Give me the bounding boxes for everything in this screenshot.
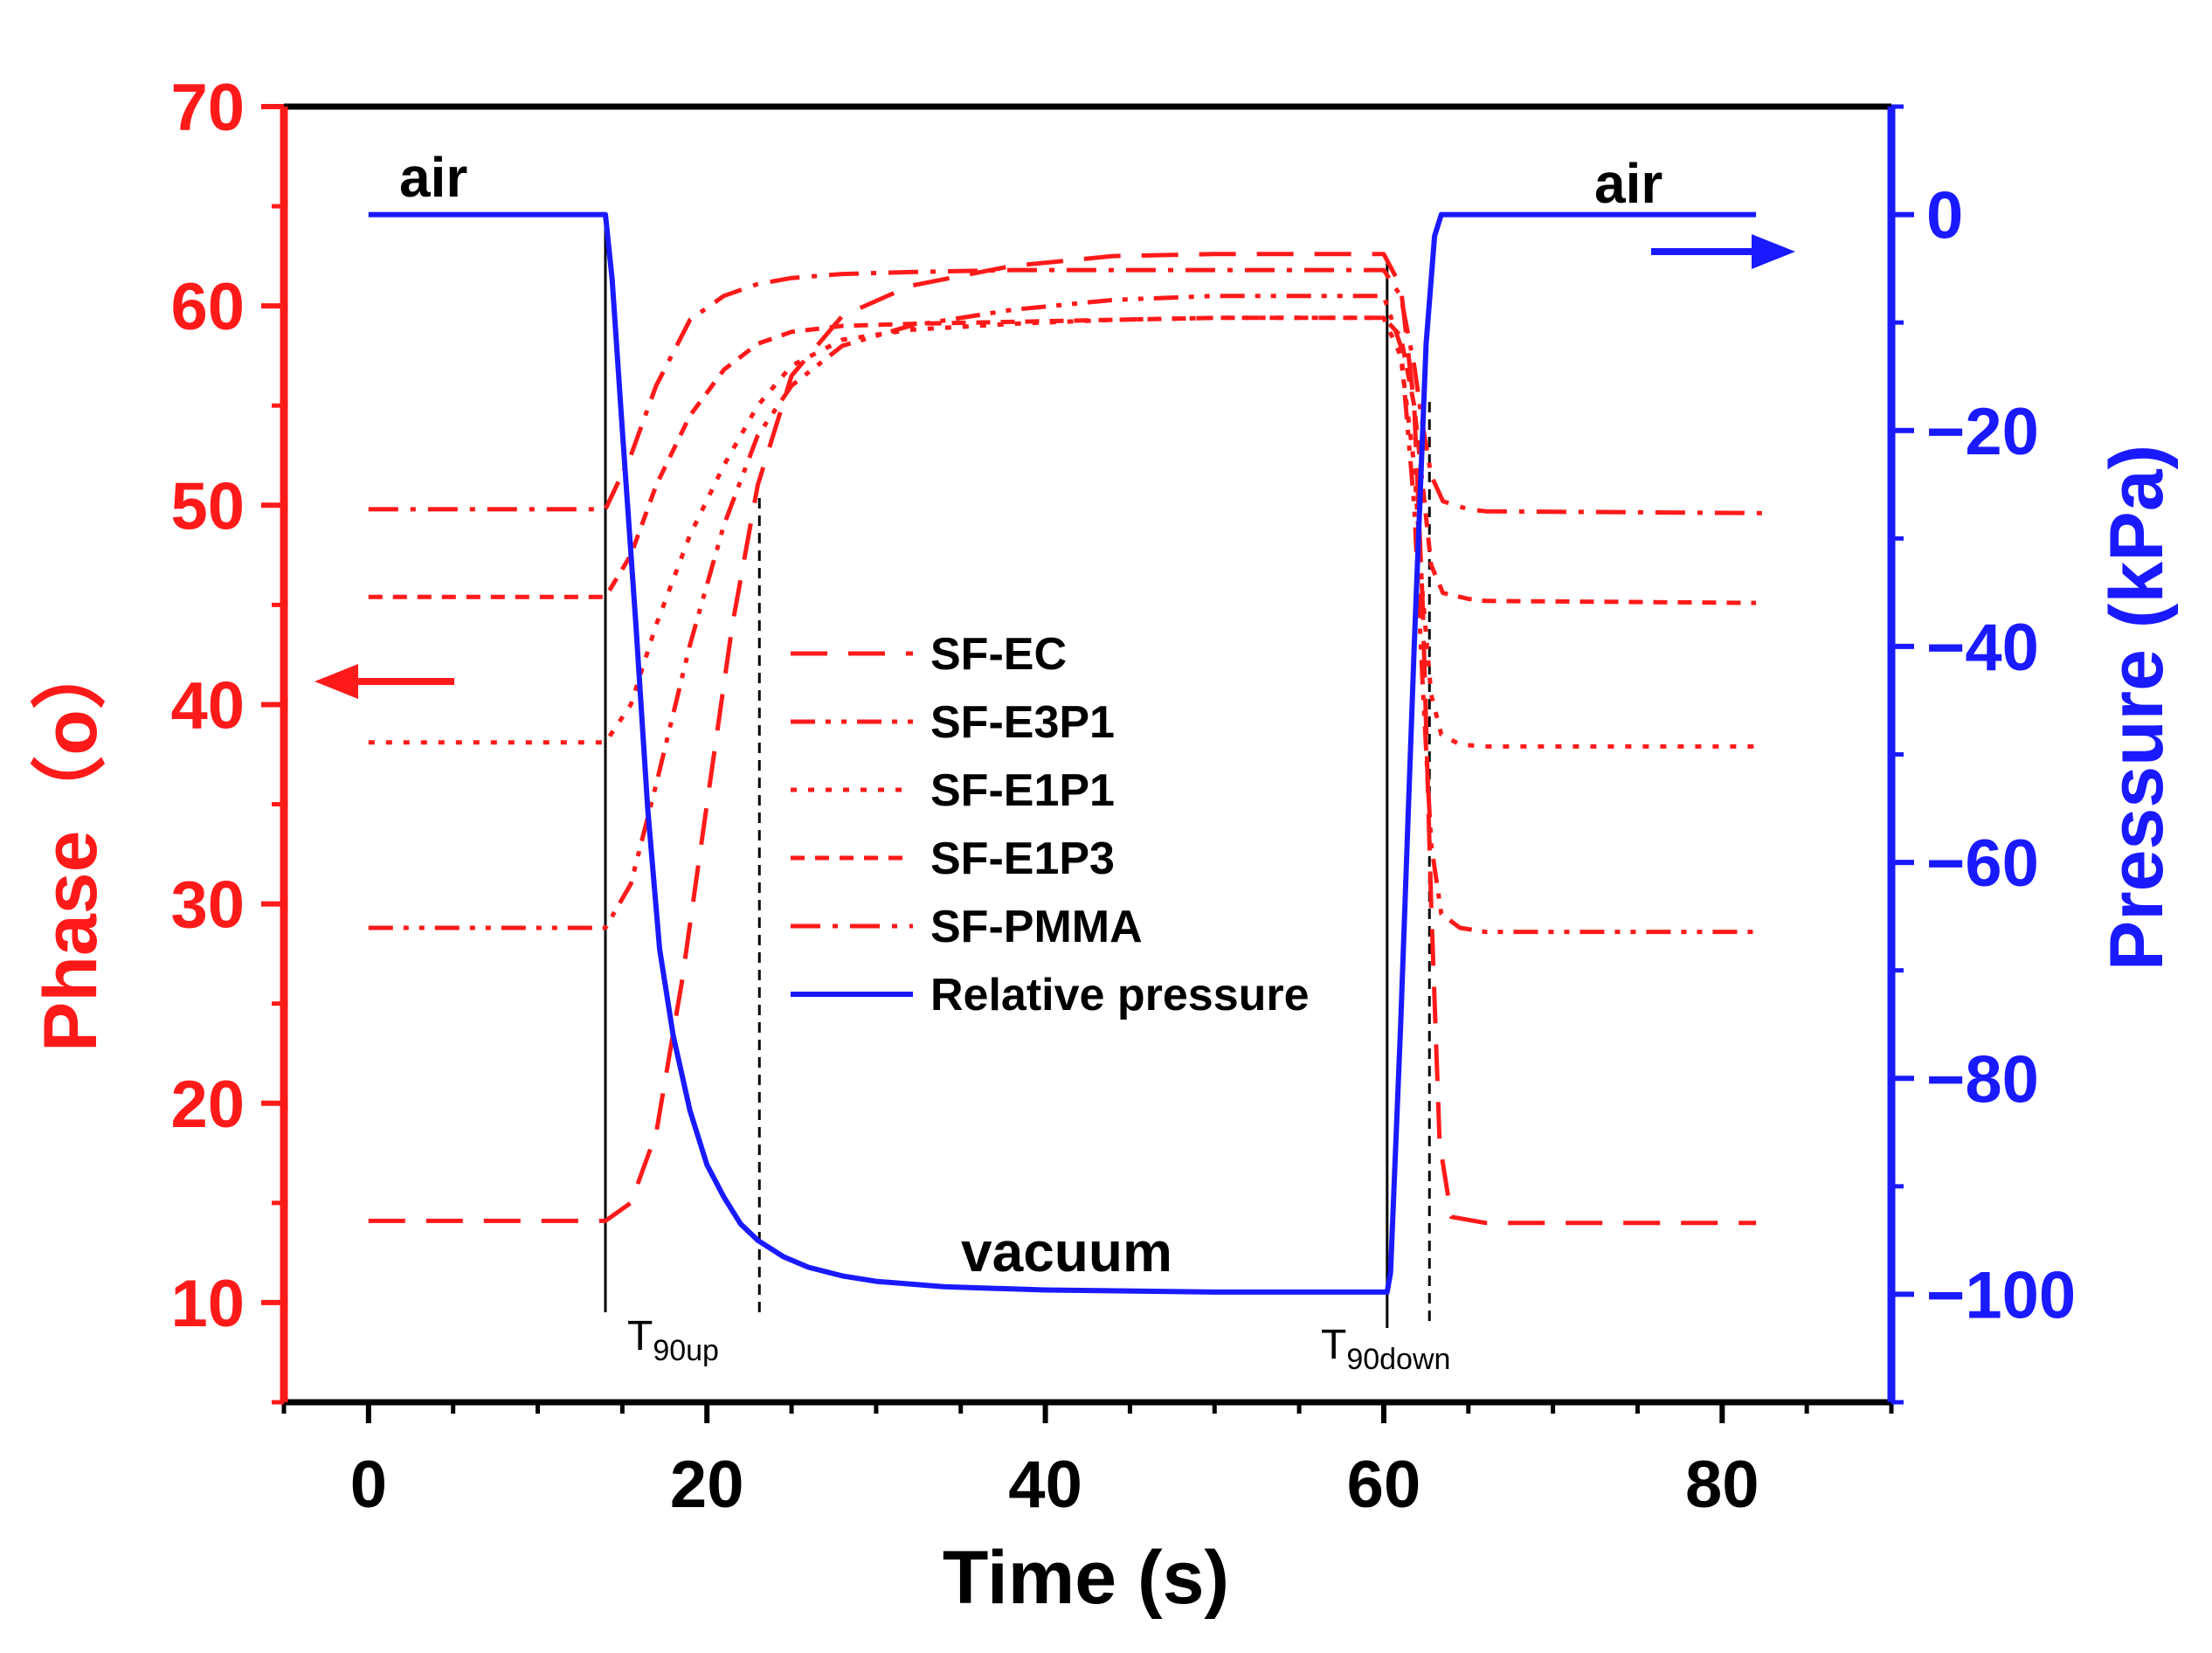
- x-tick-label: 20: [670, 1448, 744, 1522]
- pressure-series-relative-pressure: [368, 211, 1757, 1295]
- left-y-tick-label: 50: [170, 469, 245, 543]
- axis-indicator-arrows: [315, 234, 1795, 699]
- legend-label: SF-E3P1: [930, 697, 1115, 748]
- right-y-tick-label: −40: [1926, 611, 2039, 685]
- data-series: [368, 211, 1773, 1295]
- phase-series-sf-ec: [368, 252, 1757, 1226]
- t90down-label: T90down: [1321, 1322, 1450, 1376]
- t90up-main: T: [627, 1313, 653, 1359]
- right-y-tick-label: −80: [1926, 1042, 2039, 1117]
- x-axis-title: Time (s): [943, 1536, 1229, 1620]
- t90up-subscript: 90up: [653, 1334, 719, 1367]
- legend-label: SF-E1P1: [930, 765, 1115, 816]
- left-y-axis-title: Phase（o）: [29, 634, 113, 1052]
- t90up-label: T90up: [627, 1313, 719, 1367]
- right-y-tick-label: −20: [1926, 395, 2039, 469]
- time-marker-lines: [604, 214, 1431, 1328]
- right-y-tick-label: −100: [1926, 1258, 2076, 1332]
- x-tick-label: 60: [1347, 1448, 1421, 1522]
- right-axis-arrow-head: [1752, 234, 1795, 269]
- phase-series-sf-e1p3: [368, 315, 1757, 605]
- left-y-tick-label: 10: [170, 1267, 245, 1341]
- phase-series-sf-e3p1: [368, 294, 1757, 935]
- left-y-tick-label: 70: [170, 71, 245, 145]
- t90down-subscript: 90down: [1346, 1343, 1450, 1376]
- legend-label: Relative pressure: [930, 970, 1310, 1020]
- t90down-main: T: [1321, 1322, 1346, 1368]
- left-axis-arrow-head: [315, 664, 358, 699]
- air-label-left: air: [399, 146, 467, 209]
- right-y-axis-title: Pressure (kPa): [2095, 445, 2179, 971]
- x-tick-label: 80: [1685, 1448, 1759, 1522]
- air-label-right: air: [1594, 152, 1662, 215]
- phase-series-sf-e1p1: [368, 315, 1757, 749]
- x-tick-label: 0: [350, 1448, 387, 1522]
- phase-series-sf-pmma: [368, 267, 1773, 515]
- left-y-tick-label: 40: [170, 668, 245, 743]
- right-y-tick-label: −60: [1926, 826, 2039, 901]
- legend: SF-EC SF-E3P1 SF-E1P1 SF-E1P3 SF-PMMA Relativ…: [791, 629, 1310, 1020]
- vacuum-label: vacuum: [961, 1221, 1172, 1283]
- legend-label: SF-PMMA: [930, 902, 1143, 952]
- x-tick-label: 40: [1008, 1448, 1082, 1522]
- left-y-tick-label: 60: [170, 270, 245, 344]
- axis-ticks: 0 20 40 60 80 10 20 30 40 50 60 70 0 −20 −40 −60 −80 −100: [170, 71, 2076, 1522]
- legend-label: SF-EC: [930, 629, 1067, 680]
- left-y-tick-label: 30: [170, 868, 245, 943]
- right-y-tick-label: 0: [1926, 179, 1963, 253]
- left-y-tick-label: 20: [170, 1068, 245, 1142]
- legend-label: SF-E1P3: [930, 833, 1115, 884]
